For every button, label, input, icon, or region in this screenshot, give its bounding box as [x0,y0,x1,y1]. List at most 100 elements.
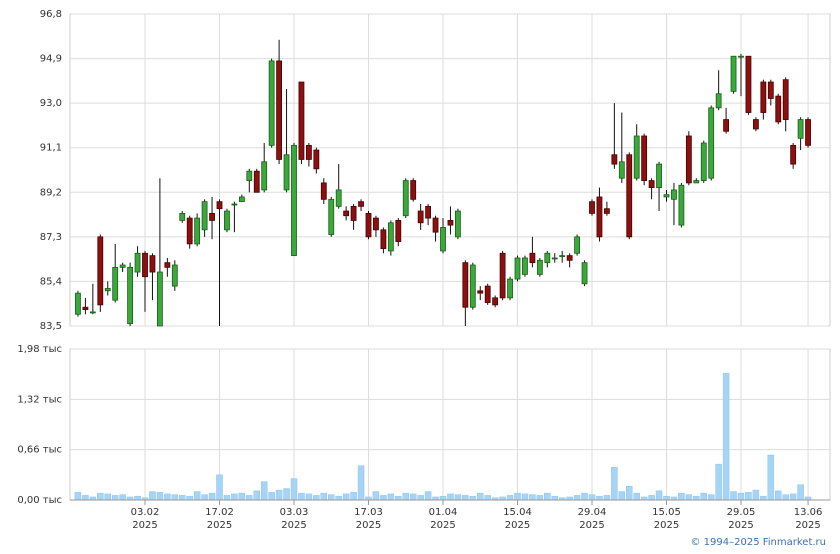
candle-body [633,135,640,179]
candle-body [782,79,789,120]
candle-body [253,170,260,193]
y-tick-label: 1,98 тыс [17,344,62,355]
y-tick-label: 94,9 [40,54,62,65]
volume-bar [529,494,536,501]
volume-bar [305,493,313,501]
candle-body [313,149,320,170]
volume-bar [328,494,335,501]
candle-body [730,55,737,92]
candle-body [693,180,700,184]
x-tick-year: 2025 [579,520,604,531]
candle-body [708,107,715,179]
volume-bar [618,491,626,501]
candle-body [164,262,171,268]
candle-body [738,55,744,58]
volume-bar [581,492,588,501]
candle-body [469,264,476,308]
volume-bar [253,490,260,501]
volume-bar [201,494,208,501]
y-tick-label: 89,2 [40,187,62,198]
candle-body [276,60,283,160]
candle-body [402,180,409,217]
candle-body [186,217,193,245]
volume-bar [149,491,156,501]
candle-body [179,212,186,221]
volume-bar [477,492,484,501]
copyright: © 1994–2025 Finmarket.ru [690,537,826,548]
volume-bar [409,493,417,501]
x-tick-year: 2025 [356,520,381,531]
candle-body [559,255,566,258]
candle-body [767,81,774,99]
volume-bar [521,493,529,501]
candle-body [745,55,752,113]
candle-body [551,257,558,260]
volume-bar [320,492,328,501]
candle-body [544,252,551,264]
volume-bar [216,474,223,501]
x-tick-label: 29.04 [578,507,607,518]
volume-bar [417,495,424,501]
volume-bar [596,495,603,501]
volume-bar [119,494,126,501]
candle-body [246,170,253,181]
candle-body [641,135,648,181]
volume-bar [275,489,283,501]
volume-bar [268,492,275,501]
volume-bar [134,495,141,501]
candle-body [574,236,580,254]
x-tick-label: 03.03 [280,507,309,518]
volume-bar [350,492,357,501]
candle-body [104,288,111,292]
volume-bar [171,494,179,501]
volume-bar [454,494,462,501]
volume-bar [536,495,544,501]
candle-body [335,189,342,207]
candle-body [507,278,513,299]
x-tick-label: 29.05 [727,507,756,518]
candle-body [775,95,782,123]
candle-body [343,210,350,217]
candle-body [499,252,506,299]
y-tick-label: 91,1 [40,143,62,154]
volume-bar [424,491,432,501]
x-tick-label: 17.02 [205,507,234,518]
candle-body [454,210,461,238]
volume-bar [633,492,640,501]
volume-bar [767,454,775,501]
candle-body [209,212,215,221]
volume-bar [335,495,342,501]
x-tick-year: 2025 [505,520,530,531]
candle-body [447,220,454,226]
candle-body [797,119,804,139]
candle-body [127,266,133,325]
volume-bar [208,492,216,501]
volume-bar [395,495,402,501]
candle-body [760,81,767,113]
candle-body [440,227,446,252]
volume-bar [104,493,111,501]
candle-body [805,119,811,146]
volume-bar [663,495,670,501]
candle-body [618,161,625,179]
x-tick-label: 13.06 [794,507,823,518]
candle-body [715,93,722,109]
volume-bar [223,495,231,501]
volume-bar [462,495,469,501]
volume-bar [573,495,581,501]
y-tick-label: 1,32 тыс [17,394,62,405]
volume-bar [693,495,700,501]
x-tick-year: 2025 [654,520,679,531]
candle-body [529,252,536,264]
y-tick-label: 0,00 тыс [17,495,62,506]
volume-bar [246,495,253,501]
candle-body [410,180,417,200]
candle-body [238,196,245,203]
plot-frame [69,13,831,327]
candle-body [432,217,439,233]
candle-body [231,203,238,206]
volume-bar [439,495,447,501]
volume-bar [626,486,633,501]
volume-bar [789,493,797,501]
volume-bar [730,491,737,501]
